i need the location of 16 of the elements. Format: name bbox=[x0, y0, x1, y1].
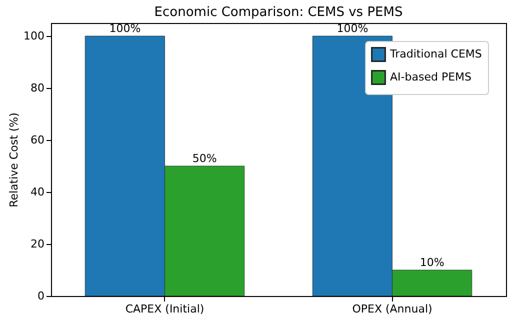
y-tick-label: 80 bbox=[30, 82, 44, 94]
data-label: 100% bbox=[336, 22, 368, 35]
x-tick-label: OPEX (Annual) bbox=[352, 302, 432, 316]
y-tick-label: 100 bbox=[24, 30, 44, 42]
y-axis-title: Relative Cost (%) bbox=[8, 112, 21, 208]
data-label: 10% bbox=[420, 256, 444, 269]
y-tick-label: 0 bbox=[38, 290, 44, 302]
y-tick-label: 40 bbox=[30, 186, 44, 198]
chart-title: Economic Comparison: CEMS vs PEMS bbox=[154, 5, 403, 20]
legend-label: Traditional CEMS bbox=[389, 48, 482, 60]
x-tick-label: CAPEX (Initial) bbox=[125, 302, 204, 316]
data-label: 50% bbox=[192, 152, 217, 165]
data-label: 100% bbox=[109, 22, 141, 35]
y-tick-label: 60 bbox=[30, 134, 44, 146]
y-tick-label: 20 bbox=[30, 238, 44, 250]
legend-label: AI-based PEMS bbox=[390, 70, 472, 84]
